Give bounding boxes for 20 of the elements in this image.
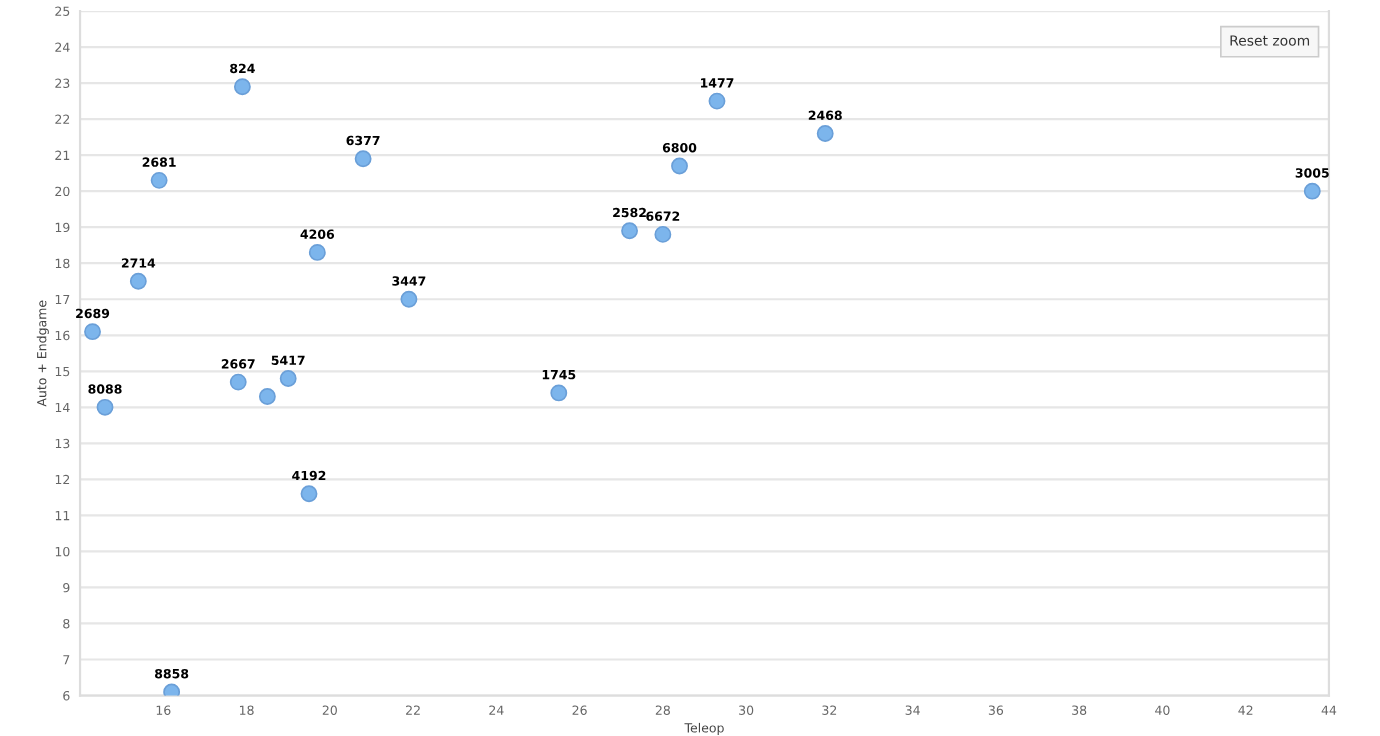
point [96, 398, 114, 416]
point [400, 290, 418, 308]
point [308, 243, 326, 261]
point [1303, 182, 1321, 200]
point [279, 370, 297, 387]
point [550, 384, 568, 402]
point [654, 225, 672, 243]
point [258, 388, 276, 405]
point [354, 150, 372, 168]
point [233, 78, 251, 96]
point [300, 485, 318, 503]
point [163, 683, 181, 696]
point [84, 323, 101, 341]
point [129, 272, 147, 290]
point [229, 373, 247, 391]
point [621, 222, 638, 240]
point [708, 92, 726, 110]
point [816, 125, 834, 142]
point [671, 157, 688, 175]
point [150, 171, 168, 189]
